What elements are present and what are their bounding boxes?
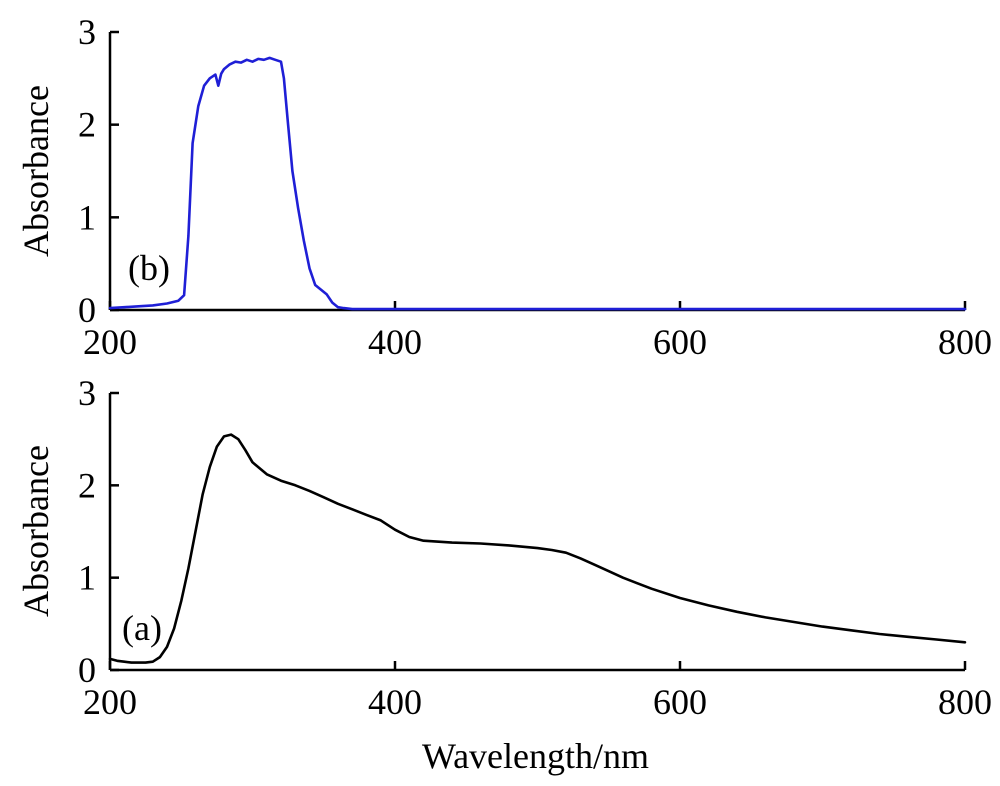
y-tick-label: 3 [78, 12, 96, 52]
panel-label: (a) [122, 608, 162, 648]
y-axis-label: Absorbance [16, 445, 56, 617]
x-axis-label: Wavelength/nm [422, 736, 649, 776]
y-tick-label: 0 [78, 650, 96, 690]
x-tick-label: 200 [83, 682, 137, 722]
panel-label: (b) [128, 248, 170, 288]
y-tick-label: 1 [78, 558, 96, 598]
y-tick-label: 0 [78, 290, 96, 330]
y-tick-label: 1 [78, 197, 96, 237]
absorbance-series-line [108, 56, 967, 311]
x-tick-label: 600 [653, 682, 707, 722]
x-tick-label: 600 [653, 322, 707, 362]
y-axis-label: Absorbance [16, 85, 56, 257]
absorbance-series-line [108, 433, 967, 664]
panel-a: 0 1 2 3 200 400 600 800 Absorbance Wavelength/nm (… [16, 373, 992, 776]
y-tick-label: 2 [78, 465, 96, 505]
x-tick-label: 800 [938, 682, 992, 722]
x-tick-label: 400 [368, 682, 422, 722]
x-tick-label: 200 [83, 322, 137, 362]
y-tick-label: 3 [78, 373, 96, 413]
x-tick-label: 400 [368, 322, 422, 362]
panel-b: 0 1 2 3 200 400 600 800 Absorbance (b) [16, 12, 992, 362]
y-tick-label: 2 [78, 105, 96, 145]
x-tick-label: 800 [938, 322, 992, 362]
